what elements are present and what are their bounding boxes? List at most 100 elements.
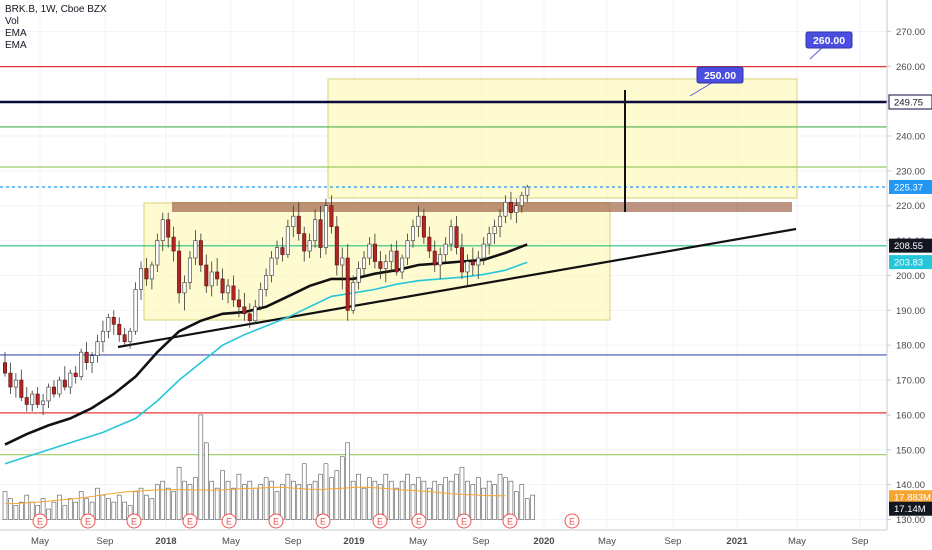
volume-bar (214, 487, 220, 520)
earnings-label: E (85, 517, 91, 527)
candle-body (410, 226, 415, 241)
candle-body (465, 261, 470, 273)
earnings-event: E (32, 513, 48, 529)
price-badge-bg (888, 94, 932, 110)
price-badge-label: 17.883M (894, 493, 931, 504)
candle-body (236, 299, 241, 308)
time-axis[interactable]: May Sep 2018 May Sep 2019 May Sep 2020 May Sep 2021… (0, 529, 932, 550)
volume-bar (291, 480, 296, 520)
price-badge: 17.14M (889, 501, 932, 516)
candle-body (443, 243, 448, 255)
volume-bar (67, 498, 73, 520)
volume-bar (329, 477, 334, 520)
earnings-marker (411, 513, 427, 529)
candle-body (215, 271, 220, 280)
time-tick-label: 2019 (343, 536, 364, 547)
volume-bar (138, 487, 144, 520)
candle-body (307, 240, 312, 252)
time-tick-label: May (598, 536, 616, 547)
volume-bar (8, 498, 13, 520)
candle-body (204, 264, 209, 287)
volume-bar (361, 487, 367, 520)
candle-body (264, 275, 269, 290)
candle-body (2, 362, 8, 374)
price-tick-label: 240.00 (896, 131, 925, 142)
candle-body (481, 243, 486, 259)
candle-body (351, 282, 356, 311)
price-badge-bg (889, 501, 932, 516)
price-tick-label: 200.00 (896, 271, 925, 282)
indicator-vol: Vol (5, 16, 19, 27)
earnings-marker (372, 513, 388, 529)
candle-body (128, 330, 133, 343)
earnings-event: E (372, 513, 388, 529)
candle-body (476, 257, 481, 266)
volume-bar (416, 477, 421, 520)
earnings-marker (32, 513, 48, 529)
price-badge-label: 203.83 (894, 258, 923, 269)
candle-body (449, 226, 454, 245)
candle-body (149, 264, 154, 280)
volume-bar (405, 473, 410, 520)
volume-bar (203, 442, 209, 520)
highlight-zones (143, 78, 798, 321)
target-zone (327, 78, 798, 199)
time-tick-label: 2021 (726, 536, 748, 547)
volume-bar (111, 501, 117, 520)
ema-cyan-line (4, 261, 528, 465)
candle-body (242, 306, 247, 315)
candle-body (139, 268, 144, 290)
price-tick-label: 220.00 (896, 201, 925, 212)
volume-bar (2, 491, 8, 520)
volume-bar (350, 480, 356, 520)
candle-body (68, 372, 73, 388)
candle-body (519, 194, 524, 207)
earnings-label: E (569, 517, 575, 527)
time-tick-label: Sep (665, 536, 682, 547)
volume-bar (13, 505, 19, 520)
volume-bar (367, 477, 372, 520)
candle-body (340, 257, 345, 266)
candle-body (41, 400, 46, 405)
earnings-event: E (80, 513, 96, 529)
time-tick-label: Sep (97, 536, 114, 547)
earnings-event: E (502, 513, 518, 529)
volume-bar (524, 498, 530, 520)
time-tick-label: May (409, 536, 427, 547)
earnings-event: E (411, 513, 427, 529)
volume-bar (149, 498, 155, 520)
volume-bar (182, 480, 187, 520)
candle-body (334, 226, 339, 266)
candle-body (13, 379, 18, 388)
candle-body (84, 351, 89, 363)
earnings-label: E (37, 517, 43, 527)
earnings-marker (315, 513, 331, 529)
earnings-event: E (456, 513, 472, 529)
volume-bar (220, 470, 225, 520)
volume-bar (242, 484, 247, 520)
candle-body (285, 226, 290, 255)
candle-body (459, 247, 464, 273)
candle-body (198, 240, 203, 266)
volume-bar (448, 480, 454, 520)
time-tick-label: Sep (285, 536, 302, 547)
price-tick-label: 150.00 (896, 445, 925, 456)
candle-body (106, 317, 111, 332)
volume-bar (312, 480, 318, 520)
volume-bar (122, 501, 127, 520)
candle-body (394, 250, 399, 273)
candle-body (274, 247, 279, 259)
volume-bar (252, 487, 258, 520)
volume-bar (296, 484, 302, 520)
volume-bar (19, 501, 24, 520)
candle-body (30, 393, 35, 405)
price-badge-label: 225.37 (894, 182, 923, 193)
volume-bar (427, 487, 432, 520)
volume-bar (165, 487, 171, 520)
price-badge-bg (889, 490, 932, 505)
volume-bar (454, 473, 459, 520)
volume-bar (492, 484, 497, 520)
price-badge-bg (889, 255, 932, 270)
